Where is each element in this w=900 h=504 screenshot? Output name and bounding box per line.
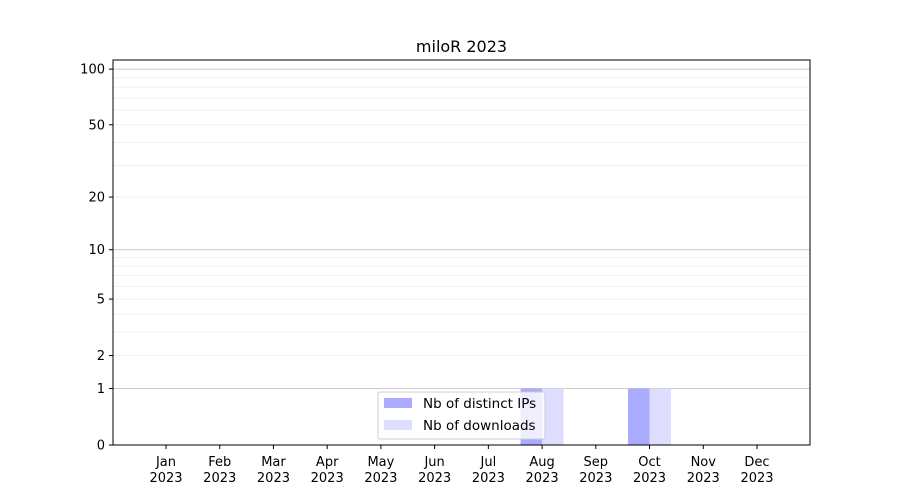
x-tick-label-month: Jan <box>155 455 176 470</box>
y-tick-label: 20 <box>88 191 105 206</box>
y-tick-label: 5 <box>97 293 105 308</box>
legend-swatch-distinct-ips <box>384 398 412 408</box>
y-tick-label: 100 <box>80 63 105 78</box>
y-tick-label: 0 <box>97 439 105 454</box>
bar-downloads <box>542 388 564 445</box>
x-tick-label-year: 2023 <box>740 471 773 486</box>
x-tick-label-month: Feb <box>208 455 231 470</box>
x-tick-label-year: 2023 <box>149 471 182 486</box>
x-tick-label-month: Aug <box>529 455 554 470</box>
legend-label-distinct-ips: Nb of distinct IPs <box>423 396 536 412</box>
plot-frame <box>112 59 811 446</box>
bar-downloads <box>649 388 672 445</box>
x-tick-label-year: 2023 <box>526 471 559 486</box>
x-tick-label-month: Dec <box>744 455 769 470</box>
grid <box>113 68 810 390</box>
x-tick-label-month: Oct <box>638 455 660 470</box>
y-tick-label: 1 <box>97 382 105 397</box>
bar-distinct-ips <box>628 388 650 445</box>
legend-swatch-downloads <box>384 420 412 430</box>
y-tick-label: 50 <box>88 118 105 133</box>
x-tick-label-year: 2023 <box>257 471 290 486</box>
chart-title: miloR 2023 <box>416 37 507 56</box>
legend: Nb of distinct IPs Nb of downloads <box>377 391 546 440</box>
x-tick-label-year: 2023 <box>311 471 344 486</box>
legend-label-downloads: Nb of downloads <box>423 418 536 434</box>
x-tick-label-year: 2023 <box>364 471 397 486</box>
x-tick-label-year: 2023 <box>472 471 505 486</box>
x-tick-label-year: 2023 <box>203 471 236 486</box>
x-tick-label-month: Sep <box>584 455 609 470</box>
x-tick-label-year: 2023 <box>687 471 720 486</box>
x-tick-label-month: Jul <box>480 455 497 470</box>
x-tick-label-month: Jun <box>423 455 444 470</box>
x-tick-label-month: Apr <box>316 455 339 470</box>
x-tick-label-month: Nov <box>691 455 717 470</box>
x-tick-label-year: 2023 <box>633 471 666 486</box>
x-tick-label-month: Mar <box>261 455 286 470</box>
y-axis: 0 1 2 5 10 20 50 100 <box>80 63 113 454</box>
x-tick-label-year: 2023 <box>418 471 451 486</box>
x-axis: Jan2023Feb2023Mar2023Apr2023May2023Jun20… <box>149 445 774 486</box>
y-tick-label: 10 <box>88 243 105 258</box>
x-tick-label-year: 2023 <box>579 471 612 486</box>
y-tick-label: 2 <box>97 349 105 364</box>
x-tick-label-month: May <box>367 455 394 470</box>
